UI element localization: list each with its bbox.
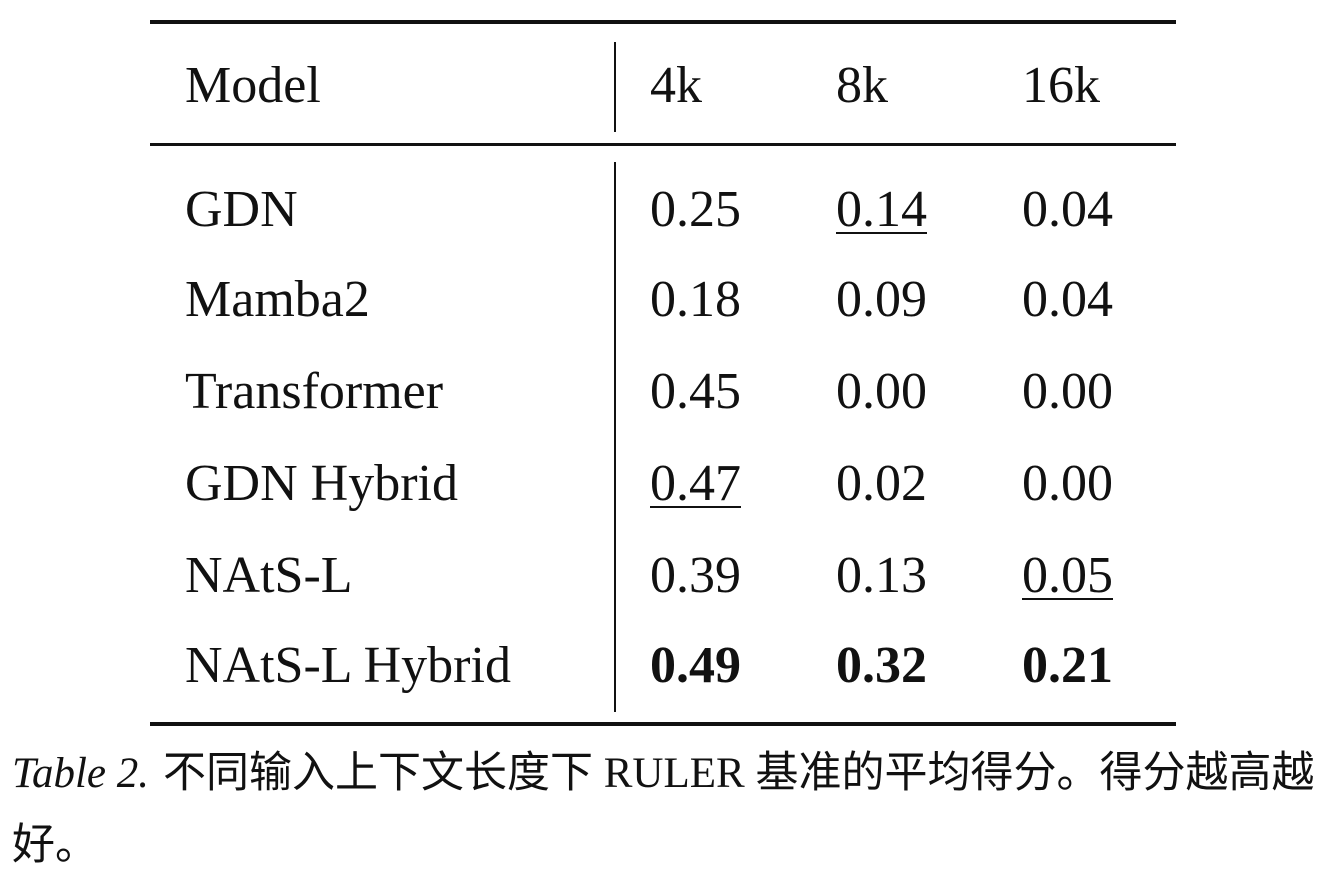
bottom-rule (150, 722, 1176, 726)
header-cell: 16k (1022, 57, 1100, 114)
score-cell: 0.04 (1022, 271, 1113, 328)
score-cell: 0.45 (650, 363, 741, 420)
model-cell: NAtS-L Hybrid (185, 637, 511, 694)
model-cell: Transformer (185, 363, 444, 420)
score-cell: 0.00 (836, 363, 927, 420)
mid-rule (150, 143, 1176, 146)
score-cell: 0.32 (836, 637, 927, 694)
score-cell: 0.09 (836, 271, 927, 328)
score-cell: 0.49 (650, 637, 741, 694)
score-cell: 0.21 (1022, 637, 1113, 694)
score-cell: 0.00 (1022, 363, 1113, 420)
score-cell: 0.05 (1022, 547, 1113, 604)
score-cell: 0.13 (836, 547, 927, 604)
model-cell: Mamba2 (185, 271, 370, 328)
score-cell: 0.14 (836, 181, 927, 238)
score-cell: 0.00 (1022, 455, 1113, 512)
column-divider (614, 42, 616, 132)
column-divider (614, 162, 616, 712)
caption: Table 2. 不同输入上下文长度下 RULER 基准的平均得分。得分越高越好。 (12, 738, 1323, 882)
header-cell: 8k (836, 57, 888, 114)
caption-label: Table 2. (12, 750, 149, 797)
score-cell: 0.25 (650, 181, 741, 238)
score-cell: 0.04 (1022, 181, 1113, 238)
score-cell: 0.02 (836, 455, 927, 512)
score-cell: 0.18 (650, 271, 741, 328)
header-cell: Model (185, 57, 321, 114)
model-cell: GDN (185, 181, 298, 238)
score-cell: 0.39 (650, 547, 741, 604)
score-cell: 0.47 (650, 455, 741, 512)
model-cell: NAtS-L (185, 547, 353, 604)
header-cell: 4k (650, 57, 702, 114)
caption-text: 不同输入上下文长度下 RULER 基准的平均得分。得分越高越好。 (12, 750, 1315, 869)
top-rule (150, 20, 1176, 24)
model-cell: GDN Hybrid (185, 455, 458, 512)
